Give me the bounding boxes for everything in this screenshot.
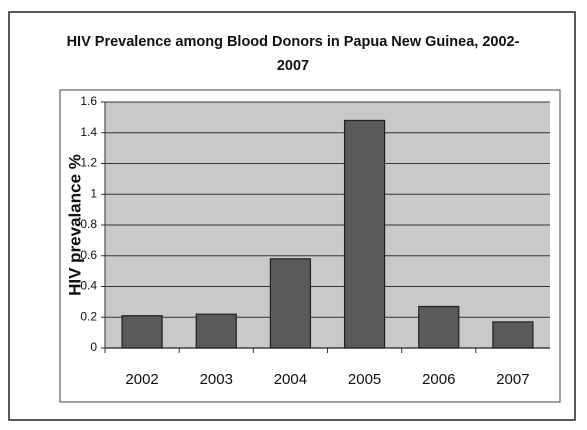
y-tick-label: 1.6 bbox=[80, 94, 97, 108]
x-tick-label: 2003 bbox=[200, 371, 233, 388]
x-tick-label: 2006 bbox=[422, 371, 455, 388]
chart-title: HIV Prevalence among Blood Donors in Pap… bbox=[66, 34, 520, 74]
y-tick-label: 1 bbox=[90, 186, 97, 200]
bar bbox=[492, 321, 534, 349]
y-tick-label: 0.6 bbox=[80, 248, 97, 262]
bar bbox=[343, 119, 386, 349]
x-tick-label: 2007 bbox=[496, 371, 529, 388]
x-tick-label: 2004 bbox=[274, 371, 307, 388]
bar bbox=[269, 258, 312, 349]
x-tick-label: 2002 bbox=[125, 371, 158, 388]
bar bbox=[418, 305, 460, 349]
y-tick-label: 0.4 bbox=[80, 279, 97, 293]
y-tick-label: 1.2 bbox=[80, 156, 97, 170]
x-tick-label: 2005 bbox=[348, 371, 381, 388]
bar bbox=[195, 313, 237, 349]
y-tick-label: 1.4 bbox=[80, 125, 97, 139]
y-tick-label: 0.8 bbox=[80, 217, 97, 231]
bar bbox=[121, 315, 163, 349]
y-tick-label: 0.2 bbox=[80, 309, 97, 323]
y-axis-label: HIV prevalance % bbox=[65, 154, 84, 296]
y-tick-label: 0 bbox=[90, 340, 97, 354]
